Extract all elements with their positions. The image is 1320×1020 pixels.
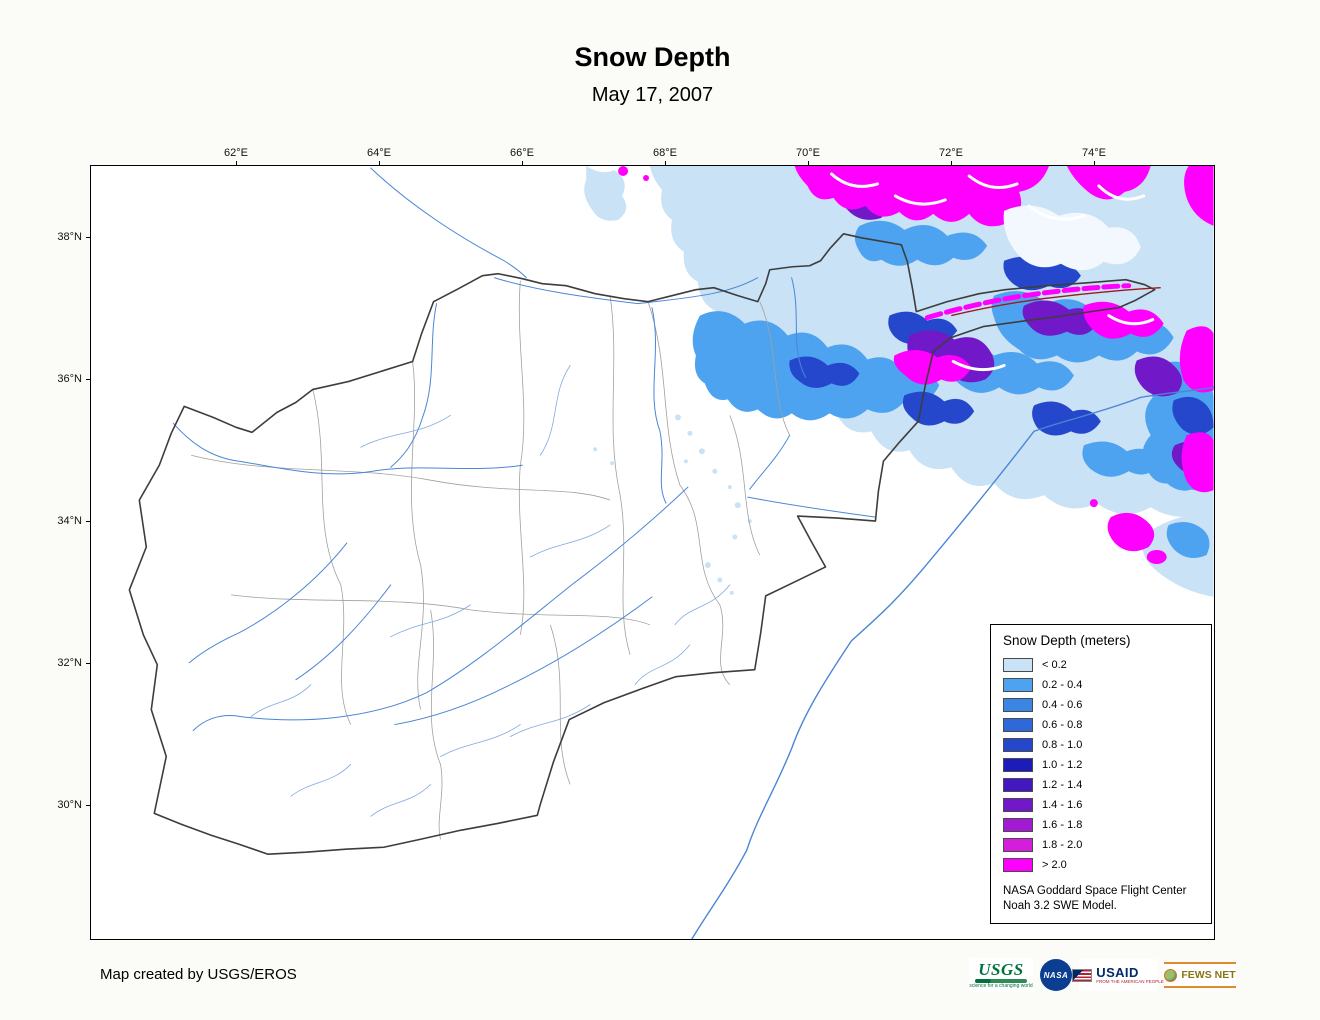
fews-globe-icon <box>1164 968 1178 982</box>
usgs-tagline: science for a changing world <box>969 983 1033 989</box>
river-helmand <box>192 486 689 732</box>
legend-row: 1.8 - 2.0 <box>1003 835 1201 855</box>
nasa-logo: NASA <box>1040 959 1072 991</box>
snow-layer <box>584 166 1214 597</box>
legend-swatch <box>1003 857 1033 872</box>
rivers-layer <box>172 167 1214 939</box>
axis-tick <box>86 521 91 522</box>
lat-label-30n: 30°N <box>57 799 82 811</box>
legend-label: 0.4 - 0.6 <box>1042 698 1083 711</box>
legend-row: 1.2 - 1.4 <box>1003 775 1201 795</box>
legend-row: 1.4 - 1.6 <box>1003 795 1201 815</box>
axis-tick <box>86 379 91 380</box>
logo-strip: USGS science for a changing world NASA U… <box>969 956 1236 994</box>
legend-label: 0.6 - 0.8 <box>1042 718 1083 731</box>
axis-tick <box>86 663 91 664</box>
legend-note-line2: Noah 3.2 SWE Model. <box>1003 900 1117 913</box>
legend-swatch <box>1003 817 1033 832</box>
lon-label-66e: 66°E <box>510 147 534 159</box>
legend-swatch <box>1003 777 1033 792</box>
map-credit: Map created by USGS/EROS <box>100 966 297 983</box>
legend-label: > 2.0 <box>1042 858 1067 871</box>
lon-label-68e: 68°E <box>653 147 677 159</box>
legend-swatch <box>1003 837 1033 852</box>
usgs-logo: USGS science for a changing world <box>969 958 1033 992</box>
lon-label-64e: 64°E <box>367 147 391 159</box>
usaid-flag-icon <box>1072 968 1093 982</box>
legend-label: 1.0 - 1.2 <box>1042 758 1083 771</box>
map-title: Snow Depth <box>574 42 731 72</box>
map-frame: 62°E 64°E 66°E 68°E 70°E 72°E 74°E 38°N … <box>57 147 1215 940</box>
lat-label-36n: 36°N <box>57 373 82 385</box>
axis-tick <box>522 161 523 166</box>
snow-valley-patch <box>1003 205 1141 271</box>
legend-swatch <box>1003 677 1033 692</box>
legend-label: 0.2 - 0.4 <box>1042 678 1083 691</box>
legend-row: < 0.2 <box>1003 655 1201 675</box>
legend-label: 1.6 - 1.8 <box>1042 818 1083 831</box>
legend-label: 1.8 - 2.0 <box>1042 838 1083 851</box>
lat-label-32n: 32°N <box>57 657 82 669</box>
usgs-logo-text: USGS <box>978 960 1024 979</box>
legend-row: 1.0 - 1.2 <box>1003 755 1201 775</box>
axis-tick <box>808 161 809 166</box>
river-harirud <box>172 422 523 475</box>
legend-label: < 0.2 <box>1042 658 1067 671</box>
legend-swatch <box>1003 737 1033 752</box>
river-northwest <box>370 167 527 279</box>
usaid-logo: USAID FROM THE AMERICAN PEOPLE <box>1072 959 1164 991</box>
legend-label: 1.2 - 1.4 <box>1042 778 1083 791</box>
fews-net-logo: FEWS NET <box>1164 962 1236 988</box>
snow-valley-streaks <box>830 172 1155 372</box>
country-border-afghanistan <box>128 233 1156 856</box>
legend-swatch <box>1003 757 1033 772</box>
province-boundaries-layer <box>191 280 791 840</box>
legend-swatch <box>1003 717 1033 732</box>
legend-label: 0.8 - 1.0 <box>1042 738 1083 751</box>
lon-label-72e: 72°E <box>939 147 963 159</box>
disputed-border-line <box>951 286 1161 317</box>
river-indus <box>691 396 1142 939</box>
map-canvas <box>128 166 1214 939</box>
usaid-tagline: FROM THE AMERICAN PEOPLE <box>1096 978 1164 984</box>
legend-row: 0.6 - 0.8 <box>1003 715 1201 735</box>
fews-net-logo-text: FEWS NET <box>1181 969 1236 981</box>
legend-label: 1.4 - 1.6 <box>1042 798 1083 811</box>
legend-title: Snow Depth (meters) <box>1003 632 1131 648</box>
legend-note: NASA Goddard Space Flight Center Noah 3.… <box>1003 884 1201 915</box>
axis-tick <box>86 805 91 806</box>
legend-row: 0.4 - 0.6 <box>1003 695 1201 715</box>
usgs-wave-icon <box>975 979 1027 983</box>
axis-tick <box>236 161 237 166</box>
legend-note-line1: NASA Goddard Space Flight Center <box>1003 884 1187 897</box>
axis-tick <box>379 161 380 166</box>
legend-row: > 2.0 <box>1003 855 1201 875</box>
legend: Snow Depth (meters) < 0.2 0.2 - 0.4 0.4 … <box>990 623 1212 924</box>
map-subtitle: May 17, 2007 <box>591 84 714 106</box>
lon-label-70e: 70°E <box>796 147 820 159</box>
axis-tick <box>665 161 666 166</box>
lon-label-62e: 62°E <box>224 147 248 159</box>
nasa-logo-text: NASA <box>1043 970 1069 980</box>
legend-swatch <box>1003 657 1033 672</box>
legend-swatch <box>1003 797 1033 812</box>
axis-tick <box>86 237 91 238</box>
axis-tick <box>1094 161 1095 166</box>
axis-tick <box>951 161 952 166</box>
legend-swatch <box>1003 697 1033 712</box>
river-kabul <box>747 496 876 518</box>
lat-label-38n: 38°N <box>57 231 82 243</box>
usaid-logo-text: USAID <box>1096 964 1139 980</box>
lon-label-74e: 74°E <box>1082 147 1106 159</box>
lat-label-34n: 34°N <box>57 515 82 527</box>
snow-magenta-layer <box>618 166 1214 564</box>
legend-row: 0.8 - 1.0 <box>1003 735 1201 755</box>
legend-row: 0.2 - 0.4 <box>1003 675 1201 695</box>
legend-row: 1.6 - 1.8 <box>1003 815 1201 835</box>
